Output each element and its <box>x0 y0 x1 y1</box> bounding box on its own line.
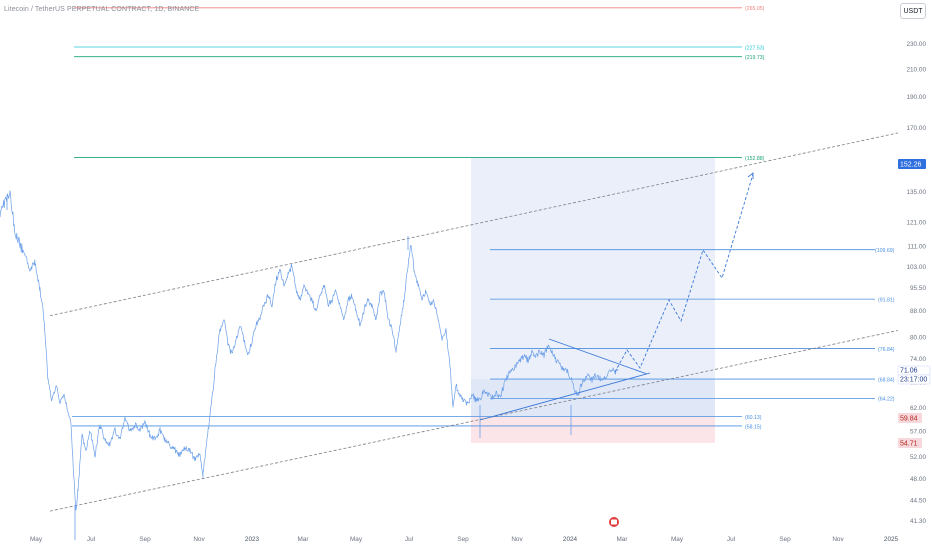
price-label-current: 71.06 <box>900 368 918 375</box>
x-tick-label: Jul <box>727 536 735 543</box>
x-tick-label: Nov <box>832 536 844 543</box>
y-tick-label: 210.00 <box>906 66 926 73</box>
events-flag-icon-flag <box>611 519 617 525</box>
x-tick-label: Nov <box>511 536 523 543</box>
y-tick-label: 111.00 <box>907 243 926 250</box>
level-label: (227.53) <box>745 45 765 51</box>
y-tick-label: 80.00 <box>910 334 926 341</box>
symbol-title: Litecoin / TetherUS PERPETUAL CONTRACT, … <box>4 6 200 13</box>
entry-zone <box>471 379 715 417</box>
target-zone <box>471 157 715 380</box>
x-tick-label: 2023 <box>245 536 260 543</box>
price-label-stop: 54.71 <box>900 441 918 448</box>
level-label: (219.73) <box>745 55 765 61</box>
y-tick-label: 57.00 <box>910 429 926 436</box>
projection-arrowhead <box>747 172 754 179</box>
level-label: (64.22) <box>878 397 895 403</box>
y-tick-label: 74.00 <box>910 356 926 363</box>
y-tick-label: 135.00 <box>906 189 926 196</box>
x-tick-label: 2025 <box>884 536 899 543</box>
level-label: (76.84) <box>878 347 895 353</box>
x-tick-label: May <box>30 536 43 543</box>
y-tick-label: 41.30 <box>910 518 926 525</box>
x-tick-label: 2024 <box>563 536 578 543</box>
y-tick-label: 95.50 <box>910 285 926 292</box>
x-tick-label: Mar <box>297 536 309 543</box>
y-tick-label: 121.00 <box>906 219 926 226</box>
currency-button[interactable]: USDT <box>900 3 926 19</box>
drawings <box>479 172 754 421</box>
x-tick-label: Sep <box>779 536 791 543</box>
price-label-box <box>898 413 922 423</box>
level-label: (60.13) <box>745 415 762 421</box>
x-tick-label: Nov <box>193 536 205 543</box>
level-label: (58.15) <box>745 424 762 430</box>
x-tick-label: Mar <box>616 536 628 543</box>
events-flag-icon <box>609 517 619 527</box>
level-label: (265.05) <box>745 6 765 12</box>
price-label-target: 152.26 <box>900 162 922 169</box>
x-tick-label: May <box>671 536 684 543</box>
level-label: (152.88) <box>745 156 765 162</box>
x-tick-label: Jul <box>405 536 413 543</box>
price-series <box>0 190 619 540</box>
y-tick-label: 44.50 <box>910 497 926 504</box>
time-axis[interactable]: May Jul Sep Nov 2023 Mar May Jul Sep Nov 2024 Mar Ma… <box>30 517 899 543</box>
x-tick-label: May <box>350 536 363 543</box>
y-tick-label: 48.00 <box>910 476 926 483</box>
x-tick-label: Jul <box>87 536 95 543</box>
position-zones <box>471 157 715 443</box>
stop-zone <box>471 416 715 443</box>
price-labels: 152.26 71.06 23:17:00 59.84 54.71 <box>897 159 931 448</box>
y-tick-label: 103.00 <box>906 264 926 271</box>
y-tick-label: 88.00 <box>910 308 926 315</box>
y-tick-label: 190.00 <box>906 94 926 101</box>
price-label-countdown: 23:17:00 <box>900 377 927 384</box>
channel-lower <box>49 330 899 512</box>
x-tick-label: Sep <box>139 536 151 543</box>
projection-path <box>614 173 754 373</box>
channel-upper <box>49 132 899 317</box>
y-tick-label: 170.00 <box>906 125 926 132</box>
x-tick-label: Sep <box>457 536 469 543</box>
price-label-box <box>898 159 926 169</box>
price-line <box>0 190 619 511</box>
y-tick-label: 52.00 <box>910 454 926 461</box>
price-axis[interactable]: 230.00210.00190.00170.00150.00135.00121.… <box>906 41 926 525</box>
y-tick-label: 62.00 <box>910 405 926 412</box>
level-label: (68.84) <box>878 377 895 383</box>
price-label-stop: 59.84 <box>900 416 918 423</box>
triangle-upper <box>548 338 648 375</box>
level-label: (109.69) <box>875 248 895 254</box>
price-label-box <box>897 374 931 385</box>
level-label: (91.81) <box>878 297 895 303</box>
horizontal-levels: (265.05) (227.53) (219.73) (152.88) (109.69)… <box>72 6 895 430</box>
trend-channel <box>49 132 899 512</box>
triangle-lower <box>479 372 651 421</box>
price-label-box <box>898 438 922 448</box>
y-tick-label: 230.00 <box>906 41 926 48</box>
